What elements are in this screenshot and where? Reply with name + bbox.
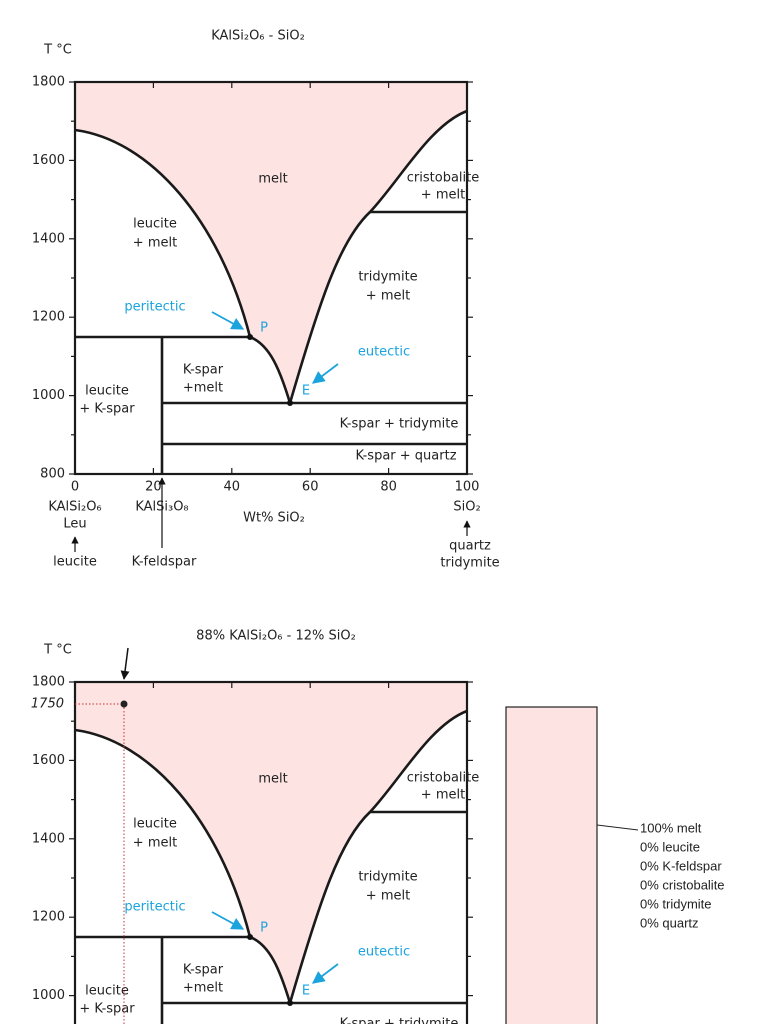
eutectic-label: eutectic: [358, 345, 410, 360]
y-tick-label: 1200: [32, 310, 65, 325]
eutectic-arrow: [311, 963, 339, 984]
phase-proportion: 0% K-feldspar: [640, 858, 722, 873]
mineral: K-feldspar: [132, 555, 197, 570]
x-axis-title: Wt% SiO₂: [243, 511, 305, 526]
y-tick-label: 1000: [32, 388, 65, 403]
region-label: leucite: [133, 217, 177, 232]
mineral: leucite: [53, 555, 97, 570]
y-tick-label: 1400: [32, 831, 65, 846]
peritectic-arrow: [211, 311, 245, 330]
region-label: + melt: [133, 836, 177, 851]
mineral: quartz: [449, 539, 491, 554]
peritectic-label: peritectic: [124, 900, 185, 915]
y-tick-label: 1600: [32, 153, 65, 168]
y-tick-label: 1800: [32, 675, 65, 690]
peritectic-point-label: P: [260, 921, 268, 936]
phase-proportion: 0% leucite: [640, 839, 700, 854]
region-label: tridymite: [358, 870, 417, 885]
end-member-abbr: Leu: [63, 517, 86, 532]
diagram-title: KAlSi₂O₆ - SiO₂: [211, 29, 305, 44]
region-label: + melt: [133, 236, 177, 251]
peritectic-arrow: [211, 911, 245, 930]
y-tick-label: 1400: [32, 231, 65, 246]
region-label: + K-spar: [79, 402, 135, 417]
temperature-label: 1750: [31, 697, 64, 712]
x-tick-label: 100: [455, 480, 480, 495]
region-label: + K-spar: [79, 1002, 135, 1017]
proportion-pointer: [596, 824, 639, 831]
peritectic-label: peritectic: [124, 300, 185, 315]
region-label: cristobalite: [407, 771, 479, 786]
eutectic-point: [287, 400, 293, 406]
eutectic-label: eutectic: [358, 945, 410, 960]
liquidus-right: [288, 109, 468, 404]
x-tick-label: 0: [71, 480, 79, 495]
peritectic-point: [247, 334, 253, 340]
x-tick-label: 20: [145, 480, 162, 495]
eutectic-point: [287, 1000, 293, 1006]
region-label: + melt: [366, 889, 410, 904]
peritectic-point-label: P: [260, 321, 268, 336]
region-label: +melt: [183, 381, 223, 396]
liquidus-left: [74, 128, 292, 404]
region-label: +melt: [183, 981, 223, 996]
melt-field: [75, 682, 467, 1003]
liquidus-left: [74, 728, 292, 1004]
region-label: leucite: [85, 384, 129, 399]
y-tick-label: 1200: [32, 910, 65, 925]
region-label: + melt: [366, 289, 410, 304]
phase-proportion: 0% cristobalite: [640, 877, 725, 892]
region-label: K-spar + tridymite: [340, 417, 459, 432]
x-tick-label: 40: [224, 480, 241, 495]
eutectic-point-label: E: [302, 984, 310, 999]
region-label: K-spar + quartz: [355, 449, 456, 464]
diagram-title: 88% KAlSi₂O₆ - 12% SiO₂: [196, 629, 356, 644]
y-unit: T °C: [43, 43, 72, 58]
phase-proportion: 100% melt: [640, 820, 702, 835]
region-label: melt: [258, 172, 287, 187]
region-label: cristobalite: [407, 171, 479, 186]
mineral: tridymite: [440, 556, 499, 571]
y-unit: T °C: [43, 643, 72, 658]
eutectic-point-label: E: [302, 384, 310, 399]
region-label: melt: [258, 772, 287, 787]
region-label: tridymite: [358, 270, 417, 285]
end-member: KAlSi₂O₆: [48, 500, 101, 515]
state-point: [120, 700, 128, 708]
end-member: SiO₂: [453, 500, 480, 515]
region-label: K-spar + tridymite: [340, 1017, 459, 1024]
x-tick-label: 80: [380, 480, 397, 495]
liquidus-right: [288, 709, 468, 1004]
melt-field: [75, 82, 467, 403]
y-tick-label: 1800: [32, 75, 65, 90]
eutectic-arrow: [311, 363, 339, 384]
proportion-bar: [505, 706, 598, 1024]
composition-arrow: [120, 647, 130, 680]
y-tick-label: 1000: [32, 988, 65, 1003]
peritectic-point: [247, 934, 253, 940]
y-tick-label: 800: [40, 467, 65, 482]
region-label: + melt: [421, 188, 465, 203]
phase-proportion: 0% tridymite: [640, 896, 712, 911]
y-tick-label: 1600: [32, 753, 65, 768]
region-label: + melt: [421, 788, 465, 803]
x-tick-label: 60: [302, 480, 319, 495]
region-label: K-spar: [183, 363, 224, 378]
phase-proportion: 0% quartz: [640, 915, 699, 930]
region-label: leucite: [133, 817, 177, 832]
region-label: leucite: [85, 984, 129, 999]
region-label: K-spar: [183, 963, 224, 978]
